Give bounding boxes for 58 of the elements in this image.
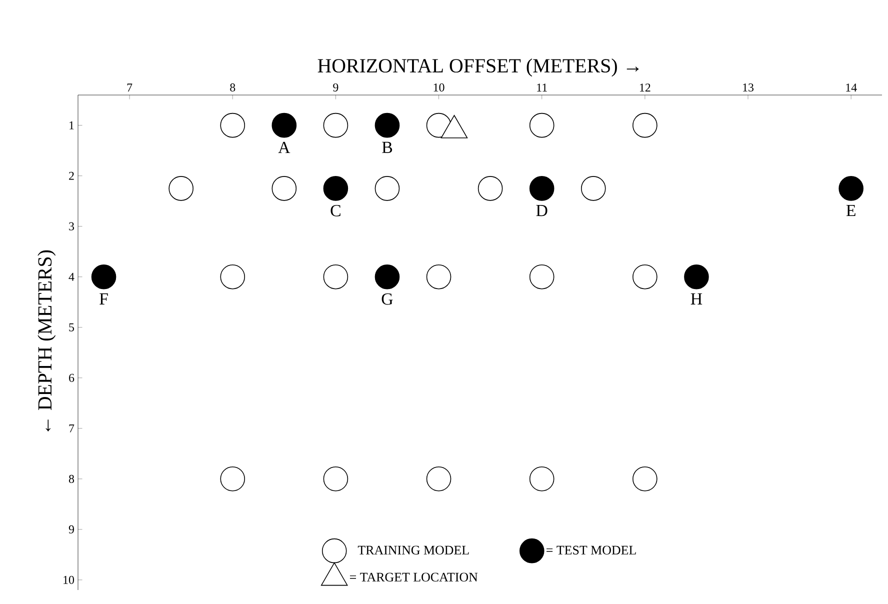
point bbox=[580, 176, 606, 201]
point bbox=[632, 264, 658, 290]
annotation: D bbox=[536, 204, 548, 216]
point bbox=[220, 112, 246, 138]
legend-label: = TEST MODEL bbox=[546, 546, 636, 555]
annotation: A bbox=[278, 142, 290, 154]
point bbox=[838, 176, 864, 201]
y-axis-title: ← DEPTH (METERS) bbox=[38, 250, 56, 432]
y-tick-label: 10 bbox=[64, 576, 74, 584]
y-tick-label: 6 bbox=[69, 374, 74, 382]
x-tick-label: 8 bbox=[230, 83, 236, 92]
legend-label: TRAINING MODEL bbox=[358, 546, 469, 555]
x-tick-label: 13 bbox=[743, 83, 754, 92]
point bbox=[374, 264, 400, 290]
point bbox=[323, 112, 348, 138]
point bbox=[91, 264, 116, 290]
point bbox=[374, 176, 400, 201]
point bbox=[272, 112, 297, 138]
annotation: B bbox=[382, 142, 392, 153]
y-tick-label: 1 bbox=[70, 121, 74, 130]
point bbox=[220, 264, 246, 290]
point bbox=[323, 264, 348, 290]
x-axis-title: HORIZONTAL OFFSET (METERS) → bbox=[318, 58, 639, 77]
point bbox=[529, 264, 554, 290]
point bbox=[684, 264, 709, 290]
point bbox=[529, 466, 554, 492]
y-tick-label: 8 bbox=[68, 474, 74, 483]
y-tick-label: 9 bbox=[68, 525, 74, 534]
annotation: C bbox=[330, 204, 340, 216]
point bbox=[323, 466, 348, 492]
annotation: H bbox=[690, 293, 702, 304]
legend-label: = TARGET LOCATION bbox=[350, 572, 478, 582]
point bbox=[426, 466, 452, 492]
x-tick-label: 9 bbox=[333, 83, 338, 92]
point bbox=[529, 112, 554, 138]
point bbox=[168, 176, 194, 201]
x-tick-label: 14 bbox=[846, 84, 857, 92]
x-tick-label: 7 bbox=[127, 84, 132, 92]
y-tick-label: 2 bbox=[69, 172, 74, 180]
point bbox=[529, 176, 554, 201]
x-tick-label: 11 bbox=[537, 84, 547, 92]
point bbox=[220, 466, 246, 492]
y-tick-label: 5 bbox=[69, 323, 74, 332]
annotation: G bbox=[382, 293, 393, 305]
y-tick-label: 3 bbox=[69, 222, 74, 230]
x-tick-label: 10 bbox=[434, 83, 444, 92]
annotation: F bbox=[100, 293, 108, 304]
point bbox=[478, 176, 503, 201]
point bbox=[632, 466, 658, 492]
point bbox=[632, 112, 658, 138]
annotation: E bbox=[846, 204, 856, 216]
y-tick-label: 7 bbox=[69, 424, 74, 432]
point bbox=[426, 264, 452, 290]
point bbox=[272, 176, 297, 201]
y-tick-label: 4 bbox=[68, 272, 74, 281]
point bbox=[374, 112, 400, 138]
x-tick-label: 12 bbox=[640, 84, 650, 92]
point bbox=[323, 176, 348, 201]
